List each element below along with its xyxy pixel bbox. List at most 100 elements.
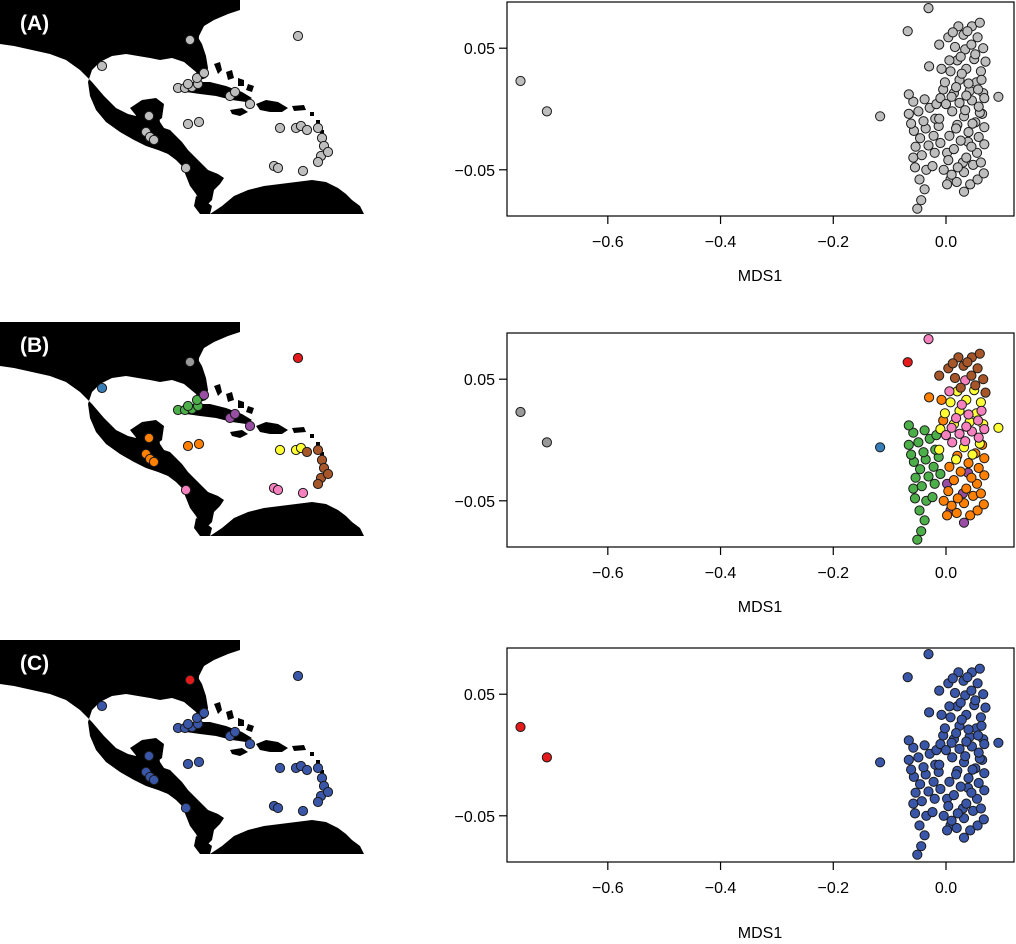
- data-point: [947, 27, 958, 38]
- sample-site: [312, 444, 324, 456]
- sample-site: [182, 758, 194, 770]
- ticks: −0.6 −0.4 −0.2 0.0 0.05 −0.05: [455, 687, 958, 897]
- data-point: [970, 380, 981, 391]
- data-point: [934, 685, 945, 696]
- data-point: [515, 406, 526, 418]
- sample-site: [180, 802, 192, 814]
- data-point: [916, 841, 927, 852]
- data-point: [955, 697, 966, 708]
- sample-site: [322, 786, 334, 798]
- sample-site: [96, 382, 108, 394]
- data-point: [944, 461, 955, 472]
- sample-site: [301, 446, 313, 458]
- sample-site: [198, 707, 210, 719]
- data-point: [978, 374, 989, 385]
- data-point: [912, 203, 923, 214]
- data-point: [951, 454, 962, 465]
- data-point: [973, 730, 984, 741]
- data-point: [914, 174, 925, 185]
- data-point: [940, 99, 952, 110]
- map-a: (A): [0, 0, 364, 214]
- x-tick-label: −0.6: [592, 565, 624, 582]
- sample-site: [297, 165, 309, 177]
- sample-site: [312, 156, 324, 168]
- data-point: [973, 84, 984, 95]
- data-point: [946, 500, 957, 511]
- sample-site: [193, 116, 205, 128]
- data-point: [903, 735, 914, 746]
- panel-label: (A): [20, 12, 49, 35]
- sample-site: [292, 30, 304, 42]
- data-point: [928, 130, 939, 141]
- data-point: [923, 471, 934, 482]
- data-point: [955, 135, 966, 146]
- data-point: [906, 449, 917, 460]
- data-point: [541, 106, 553, 117]
- data-point: [966, 370, 977, 381]
- data-point: [954, 97, 965, 109]
- data-point: [915, 133, 926, 144]
- data-point: [912, 849, 923, 860]
- data-point: [938, 810, 949, 821]
- data-point: [949, 372, 961, 384]
- y-tick-label: −0.05: [455, 809, 496, 826]
- data-point: [963, 724, 974, 735]
- sample-site: [301, 124, 313, 136]
- sites: [96, 670, 334, 817]
- data-point: [970, 695, 981, 706]
- data-point: [978, 168, 989, 179]
- data-point: [961, 90, 972, 101]
- data-point: [952, 493, 963, 504]
- data-point: [970, 49, 981, 60]
- data-point: [939, 723, 951, 734]
- data-point: [915, 464, 926, 475]
- data-point: [909, 162, 921, 173]
- data-point: [947, 752, 958, 763]
- sample-site: [182, 718, 194, 730]
- data-point: [958, 186, 970, 197]
- data-point: [955, 466, 966, 477]
- sample-site: [143, 432, 155, 444]
- data-point: [916, 150, 927, 161]
- data-point: [972, 820, 983, 831]
- sample-site: [312, 762, 324, 774]
- data-point: [916, 526, 927, 537]
- sample-site: [191, 72, 203, 84]
- sample-site: [143, 110, 155, 122]
- map-b: (B): [0, 322, 364, 536]
- points: [515, 334, 1004, 545]
- data-point: [947, 673, 958, 684]
- sample-site: [244, 420, 256, 432]
- data-point: [974, 663, 985, 674]
- sample-site: [292, 352, 304, 364]
- data-point: [875, 111, 886, 122]
- data-point: [945, 712, 956, 723]
- data-point: [963, 127, 974, 138]
- y-tick-label: 0.05: [464, 41, 495, 58]
- data-point: [963, 773, 974, 784]
- data-point: [942, 510, 953, 521]
- data-point: [976, 720, 987, 731]
- data-point: [948, 144, 960, 155]
- data-point: [936, 709, 947, 721]
- data-point: [966, 39, 977, 50]
- sample-site: [274, 122, 286, 134]
- sample-site: [148, 774, 160, 786]
- data-point: [515, 721, 526, 733]
- data-point: [942, 179, 953, 190]
- x-tick-label: −0.4: [705, 234, 737, 251]
- data-point: [962, 26, 973, 37]
- data-point: [967, 118, 978, 129]
- data-point: [906, 118, 917, 129]
- sample-site: [182, 118, 194, 130]
- data-point: [980, 387, 991, 398]
- sample-site: [297, 487, 309, 499]
- data-point: [913, 437, 924, 448]
- data-point: [951, 822, 962, 834]
- data-point: [908, 798, 919, 809]
- x-tick-label: −0.2: [817, 880, 849, 897]
- data-point: [940, 745, 952, 756]
- sample-site: [182, 78, 194, 90]
- data-point: [916, 195, 927, 206]
- data-point: [958, 832, 970, 843]
